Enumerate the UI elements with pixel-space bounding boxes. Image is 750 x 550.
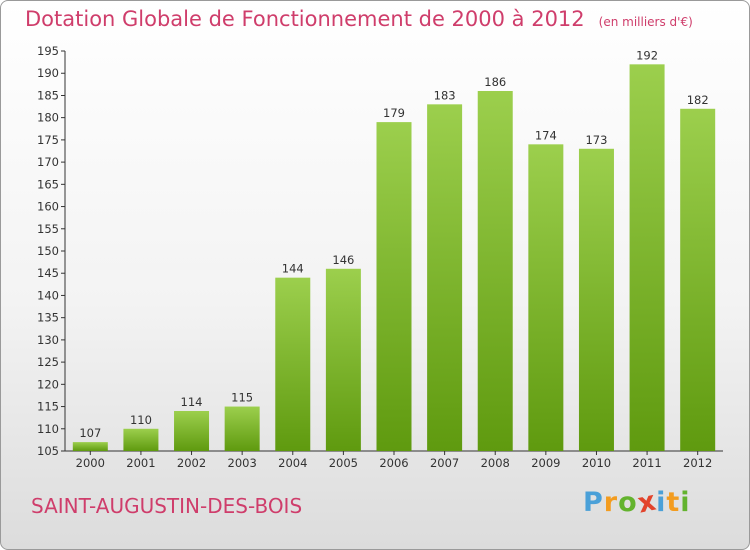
bar: [629, 64, 665, 452]
y-tick-label: 170: [37, 155, 59, 169]
x-tick-label: 2005: [329, 456, 358, 470]
bar-value-label: 182: [687, 93, 709, 107]
x-tick-label: 2011: [632, 456, 661, 470]
y-tick-label: 140: [37, 288, 59, 302]
x-tick-label: 2001: [126, 456, 155, 470]
y-tick-label: 145: [37, 266, 59, 280]
x-tick-label: 2007: [430, 456, 459, 470]
proxiti-logo: Proxiti: [583, 485, 691, 519]
y-tick-label: 180: [37, 111, 59, 125]
x-tick-label: 2003: [228, 456, 257, 470]
bar: [578, 148, 614, 451]
chart-subtitle: (en milliers d'€): [598, 15, 693, 29]
bar: [224, 406, 260, 451]
bar-value-label: 186: [484, 75, 506, 89]
x-tick-label: 2006: [379, 456, 408, 470]
bar-value-label: 146: [332, 253, 354, 267]
y-tick-label: 150: [37, 244, 59, 258]
bar-value-label: 110: [130, 413, 152, 427]
bar-value-label: 183: [434, 88, 456, 102]
x-tick-label: 2012: [683, 456, 712, 470]
y-tick-label: 130: [37, 333, 59, 347]
y-tick-label: 115: [37, 400, 59, 414]
logo-letter: P: [583, 487, 604, 518]
y-tick-label: 155: [37, 222, 59, 236]
bar: [174, 411, 210, 451]
bar-value-label: 179: [383, 106, 405, 120]
bar-value-label: 115: [231, 391, 253, 405]
bar: [275, 277, 311, 451]
x-tick-label: 2000: [76, 456, 105, 470]
bar-value-label: 107: [79, 426, 101, 440]
bar: [376, 122, 412, 451]
x-tick-label: 2002: [177, 456, 206, 470]
y-tick-label: 105: [37, 444, 59, 458]
bar: [72, 442, 108, 451]
place-name: SAINT-AUGUSTIN-DES-BOIS: [31, 494, 303, 518]
y-tick-label: 110: [37, 422, 59, 436]
x-tick-label: 2008: [481, 456, 510, 470]
x-tick-label: 2009: [531, 456, 560, 470]
logo-letter: i: [680, 487, 691, 518]
bar: [123, 428, 159, 451]
y-tick-label: 175: [37, 133, 59, 147]
bar-value-label: 173: [585, 133, 607, 147]
bar-value-label: 192: [636, 48, 658, 62]
x-tick-label: 2010: [582, 456, 611, 470]
bar: [528, 144, 564, 452]
y-tick-label: 195: [37, 44, 59, 58]
bar: [680, 108, 716, 452]
bar: [325, 268, 361, 451]
logo-letter: t: [666, 487, 681, 518]
bar-value-label: 114: [181, 395, 203, 409]
logo-letter: i: [656, 487, 667, 518]
y-tick-label: 120: [37, 377, 59, 391]
y-tick-label: 160: [37, 200, 59, 214]
y-tick-label: 135: [37, 311, 59, 325]
y-tick-label: 125: [37, 355, 59, 369]
bar-value-label: 144: [282, 262, 304, 276]
chart-title: Dotation Globale de Fonctionnement de 20…: [25, 7, 585, 31]
y-tick-label: 165: [37, 177, 59, 191]
bar: [427, 104, 463, 451]
x-tick-label: 2004: [278, 456, 307, 470]
logo-letter: o: [618, 487, 638, 518]
bar: [477, 91, 513, 451]
logo-letter: r: [603, 487, 619, 518]
y-tick-label: 185: [37, 88, 59, 102]
bar-value-label: 174: [535, 128, 557, 142]
y-tick-label: 190: [37, 66, 59, 80]
chart-title-block: Dotation Globale de Fonctionnement de 20…: [25, 7, 693, 31]
